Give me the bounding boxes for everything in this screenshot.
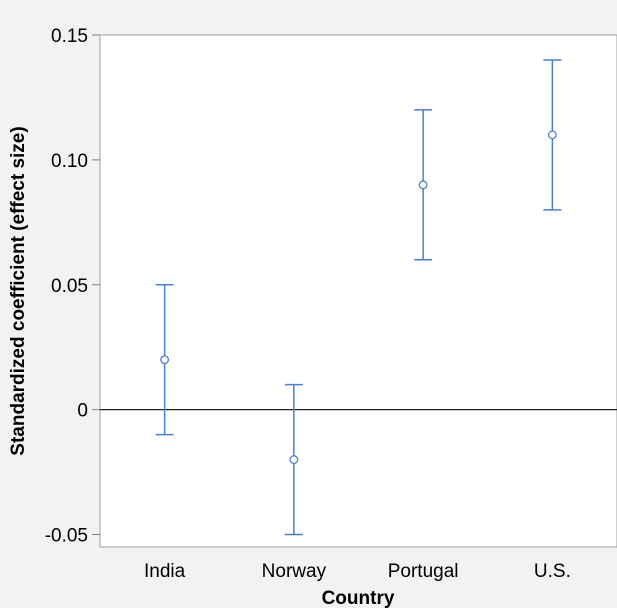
- y-tick-label: 0.05: [51, 276, 88, 297]
- x-axis: India Norway Portugal U.S.: [144, 561, 571, 582]
- y-axis: -0.05 0 0.05 0.10 0.15: [45, 26, 100, 547]
- x-tick-label: India: [144, 561, 186, 582]
- x-tick-label: Portugal: [388, 561, 459, 582]
- data-point: [160, 355, 170, 365]
- plot-area: [99, 34, 617, 548]
- y-tick-label: -0.05: [45, 526, 88, 547]
- data-point: [547, 130, 557, 140]
- data-point: [289, 455, 299, 465]
- y-tick-label: 0.15: [51, 26, 88, 47]
- x-tick-label: U.S.: [534, 561, 571, 582]
- y-axis-title: Standardized coefficient (effect size): [8, 126, 29, 455]
- x-tick-label: Norway: [262, 561, 327, 582]
- y-tick-label: 0: [77, 401, 88, 422]
- error-bar-series: [155, 59, 562, 536]
- x-axis-title: Country: [322, 588, 395, 608]
- data-point: [418, 180, 428, 190]
- y-tick-label: 0.10: [51, 151, 88, 172]
